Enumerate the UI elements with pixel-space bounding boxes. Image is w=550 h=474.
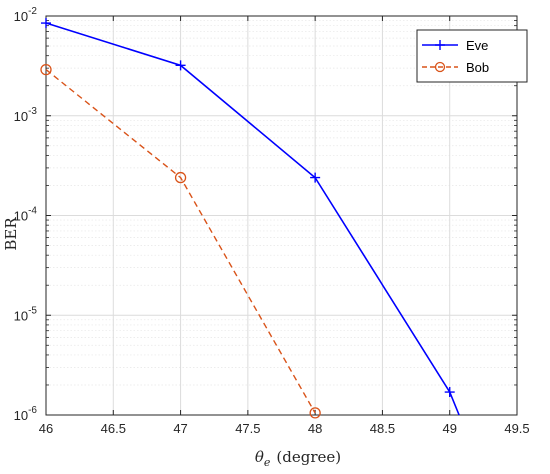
y-tick-label: 10-4 [14,206,38,224]
x-ticks: 46 46.5 47 47.5 48 48.5 49 49.5 [39,16,530,436]
series-layer [40,18,460,419]
series-eve-point [310,172,321,183]
y-axis-title: BER [2,217,20,251]
legend: Eve Bob [416,29,528,83]
x-tick-label: 46 [39,421,53,436]
series-bob-point [174,171,187,184]
x-tick-label: 46.5 [101,421,126,436]
legend-item-bob: Bob [422,60,489,75]
y-ticks: 10-6 10-5 10-4 10-3 10-2 [14,6,517,423]
series-eve-point [175,60,186,71]
legend-item-eve: Eve [422,38,488,53]
y-tick-label: 10-5 [14,305,38,323]
y-tick-label: 10-3 [14,106,38,124]
series-bob-line [45,69,316,414]
legend-eve-marker-plus [435,40,445,50]
x-tick-label: 49 [442,421,456,436]
legend-bob-marker-circle [434,61,446,73]
series-bob-point [40,63,52,76]
legend-box [416,29,528,83]
x-tick-label: 48 [308,421,322,436]
series-eve-point [444,387,455,398]
x-tick-label: 47.5 [235,421,260,436]
series-eve-point [41,18,51,29]
series-eve-line [45,22,460,416]
x-tick-label: 49.5 [504,421,529,436]
x-tick-label: 47 [173,421,187,436]
legend-eve-label: Eve [466,38,488,53]
legend-bob-label: Bob [466,60,489,75]
y-tick-label: 10-6 [14,405,38,423]
y-tick-label: 10-2 [14,6,38,24]
x-tick-label: 48.5 [370,421,395,436]
series-bob-point [309,407,321,419]
x-axis-title: θe (degree) [255,448,341,469]
